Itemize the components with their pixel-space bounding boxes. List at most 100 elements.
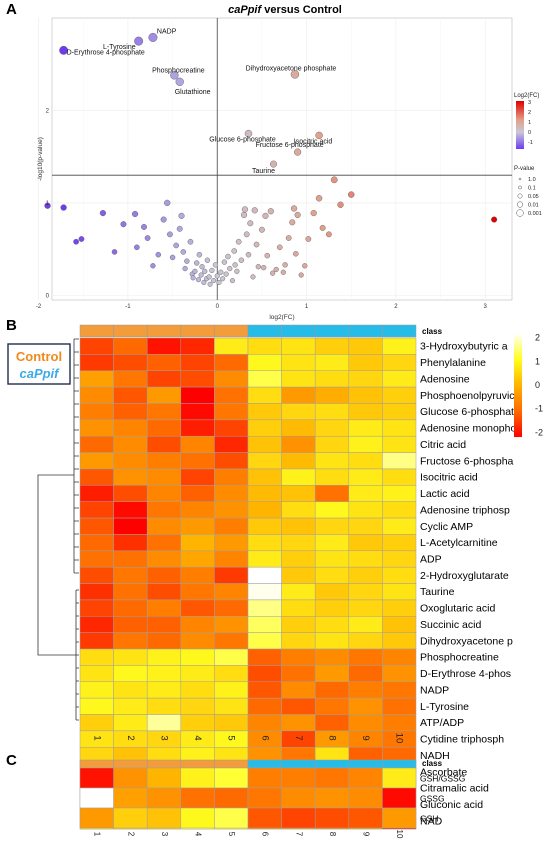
row-label-adenosine-triphosp: Adenosine triphosp [420, 504, 510, 516]
column-label: 10 [395, 830, 404, 839]
volcano-point [285, 235, 292, 241]
volcano-point [204, 257, 211, 263]
heatmap-cell [382, 648, 417, 666]
heatmap-cell [79, 807, 114, 829]
volcano-y-tick-label: 0 [46, 293, 50, 299]
heatmap-cell [146, 616, 182, 633]
heatmap-cell [146, 419, 182, 437]
heatmap-cell [314, 665, 350, 683]
heatmap-cell [247, 550, 282, 568]
volcano-point [225, 253, 231, 260]
heatmap-cell [247, 534, 282, 552]
heatmap-cell [146, 599, 182, 617]
heatmap-cell [180, 616, 215, 633]
volcano-point [315, 195, 323, 202]
volcano-labeled-point [170, 71, 179, 80]
heatmap-cell [180, 354, 215, 371]
heatmap-cell [382, 354, 417, 371]
heatmap-cell [146, 787, 182, 809]
volcano-point [310, 210, 317, 217]
volcano-point [120, 221, 127, 228]
heatmap-cell [314, 370, 350, 388]
heatmap-cell [348, 665, 383, 683]
heatmap-cell [382, 501, 417, 519]
class-bar-cell [180, 759, 215, 769]
volcano-x-tick-label: 0 [216, 304, 220, 310]
heatmap-cell [382, 403, 417, 421]
heatmap-cell [247, 767, 282, 789]
heatmap-cell [348, 452, 383, 470]
heatmap-cell [214, 681, 249, 699]
volcano-point [195, 277, 202, 283]
class-bar-cell [281, 759, 316, 769]
volcano-point-label: Glucose 6-phosphate [209, 137, 276, 144]
volcano-point [150, 263, 156, 269]
volcano-points [44, 32, 498, 287]
row-label-3-hydroxybutyric-a: 3-Hydroxybutyric a [420, 341, 508, 353]
heatmap-cell [382, 599, 417, 617]
heatmap-cell [314, 599, 350, 617]
volcano-point [132, 210, 139, 218]
heatmap-cell [314, 485, 350, 502]
volcano-point [319, 224, 326, 231]
column-label: 6 [259, 735, 270, 740]
class-bar-cell [348, 759, 383, 769]
volcano-point [214, 273, 220, 279]
heatmap-cell [281, 370, 316, 388]
heatmap-c-cells [79, 767, 417, 829]
heatmap-cell [247, 697, 282, 715]
panel-letter-b: B [6, 317, 17, 334]
heatmap-cell [382, 583, 417, 601]
heatmap-cell [180, 534, 215, 552]
heatmap-cell [146, 354, 182, 371]
class-bar-cell [180, 324, 215, 338]
volcano-point [202, 268, 208, 274]
heatmap-cell [113, 534, 148, 552]
heatmap-cell [281, 566, 316, 584]
column-label: 4 [193, 832, 202, 837]
heatmap-cell [314, 534, 350, 552]
heatmap-cell [382, 632, 417, 650]
column-label: 9 [360, 735, 371, 740]
heatmap-cell [113, 665, 148, 683]
heatmap-cell [314, 632, 350, 650]
column-label: 2 [125, 735, 136, 740]
heatmap-cell [247, 419, 282, 437]
volcano-point [216, 279, 222, 285]
volcano-point-label: Glutathione [175, 89, 211, 96]
heatmap-cell [382, 550, 417, 568]
heatmap-cell [79, 403, 114, 421]
heatmap-cell [146, 435, 182, 453]
row-label-citric-acid: Citric acid [420, 439, 466, 451]
heatmap-cell [113, 599, 148, 617]
volcano-point [243, 231, 250, 238]
heatmap-cell [146, 485, 182, 502]
volcano-point [201, 279, 207, 285]
heatmap-cell [180, 787, 215, 809]
heatmap-cell [146, 697, 182, 715]
heatmap-cell [281, 501, 316, 519]
heatmap-cell [214, 403, 249, 421]
heatmap-cell [348, 681, 383, 699]
heatmap-cell [382, 566, 417, 584]
heatmap-c: class GSH/GSSG GSSG GSH 1 2 3 4 5 6 7 8 9 10 [79, 759, 465, 839]
column-label: 3 [160, 832, 169, 837]
class-bar-cell [382, 324, 417, 338]
volcano-point [255, 264, 261, 270]
volcano-point [192, 268, 198, 274]
heatmap-cell [79, 468, 114, 486]
pvalue-legend-circle [518, 185, 522, 190]
volcano-x-ticks: -2 -1 0 1 2 3 [36, 304, 488, 310]
heatmap-cell [214, 665, 249, 683]
heatmap-cell [214, 697, 249, 715]
heatmap-cell [113, 714, 148, 732]
panel-letter-a: A [6, 1, 17, 18]
pvalue-legend-label: 0.1 [528, 186, 536, 192]
volcano-point [298, 272, 304, 278]
heatmap-cell [247, 468, 282, 486]
heatmap-cell [314, 648, 350, 666]
pvalue-legend-circle [517, 193, 523, 199]
row-label-2-hydroxyglutarate: 2-Hydroxyglutarate [420, 570, 509, 582]
heatmap-cell [281, 665, 316, 683]
volcano-point [325, 231, 332, 238]
